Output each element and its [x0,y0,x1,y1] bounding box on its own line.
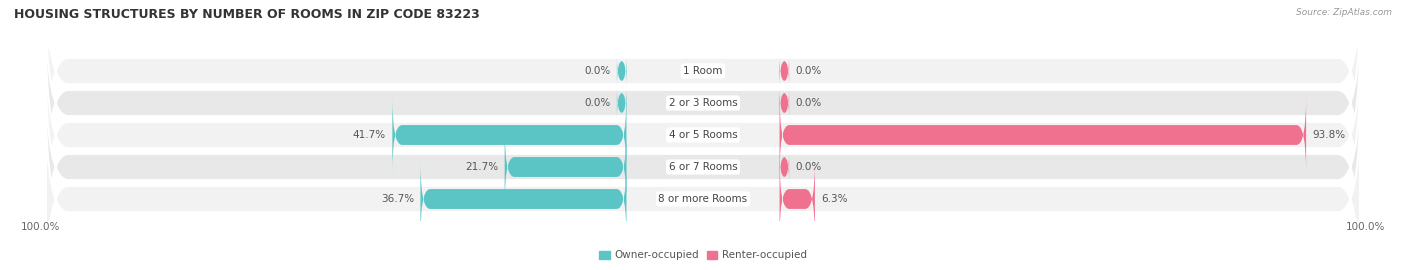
Text: Source: ZipAtlas.com: Source: ZipAtlas.com [1296,8,1392,17]
Text: 100.0%: 100.0% [21,222,60,232]
Text: 0.0%: 0.0% [796,98,821,108]
Text: 0.0%: 0.0% [796,66,821,76]
Text: 6 or 7 Rooms: 6 or 7 Rooms [669,162,737,172]
FancyBboxPatch shape [779,151,789,183]
Text: 2 or 3 Rooms: 2 or 3 Rooms [669,98,737,108]
Text: 0.0%: 0.0% [796,162,821,172]
Text: 1 Room: 1 Room [683,66,723,76]
FancyBboxPatch shape [617,87,627,119]
Text: 6.3%: 6.3% [821,194,848,204]
Text: 36.7%: 36.7% [381,194,413,204]
Text: HOUSING STRUCTURES BY NUMBER OF ROOMS IN ZIP CODE 83223: HOUSING STRUCTURES BY NUMBER OF ROOMS IN… [14,8,479,21]
Text: 41.7%: 41.7% [353,130,387,140]
FancyBboxPatch shape [46,68,1360,266]
FancyBboxPatch shape [420,161,627,237]
FancyBboxPatch shape [392,97,627,173]
Text: 100.0%: 100.0% [1346,222,1385,232]
FancyBboxPatch shape [505,129,627,205]
FancyBboxPatch shape [779,161,815,237]
FancyBboxPatch shape [46,36,1360,234]
Text: 8 or more Rooms: 8 or more Rooms [658,194,748,204]
Text: 21.7%: 21.7% [465,162,498,172]
Text: 0.0%: 0.0% [585,66,610,76]
Text: 4 or 5 Rooms: 4 or 5 Rooms [669,130,737,140]
FancyBboxPatch shape [779,55,789,87]
Text: 0.0%: 0.0% [585,98,610,108]
FancyBboxPatch shape [46,4,1360,202]
FancyBboxPatch shape [46,0,1360,170]
Legend: Owner-occupied, Renter-occupied: Owner-occupied, Renter-occupied [595,246,811,265]
Text: 93.8%: 93.8% [1312,130,1346,140]
FancyBboxPatch shape [779,97,1306,173]
FancyBboxPatch shape [779,87,789,119]
FancyBboxPatch shape [46,100,1360,270]
FancyBboxPatch shape [617,55,627,87]
